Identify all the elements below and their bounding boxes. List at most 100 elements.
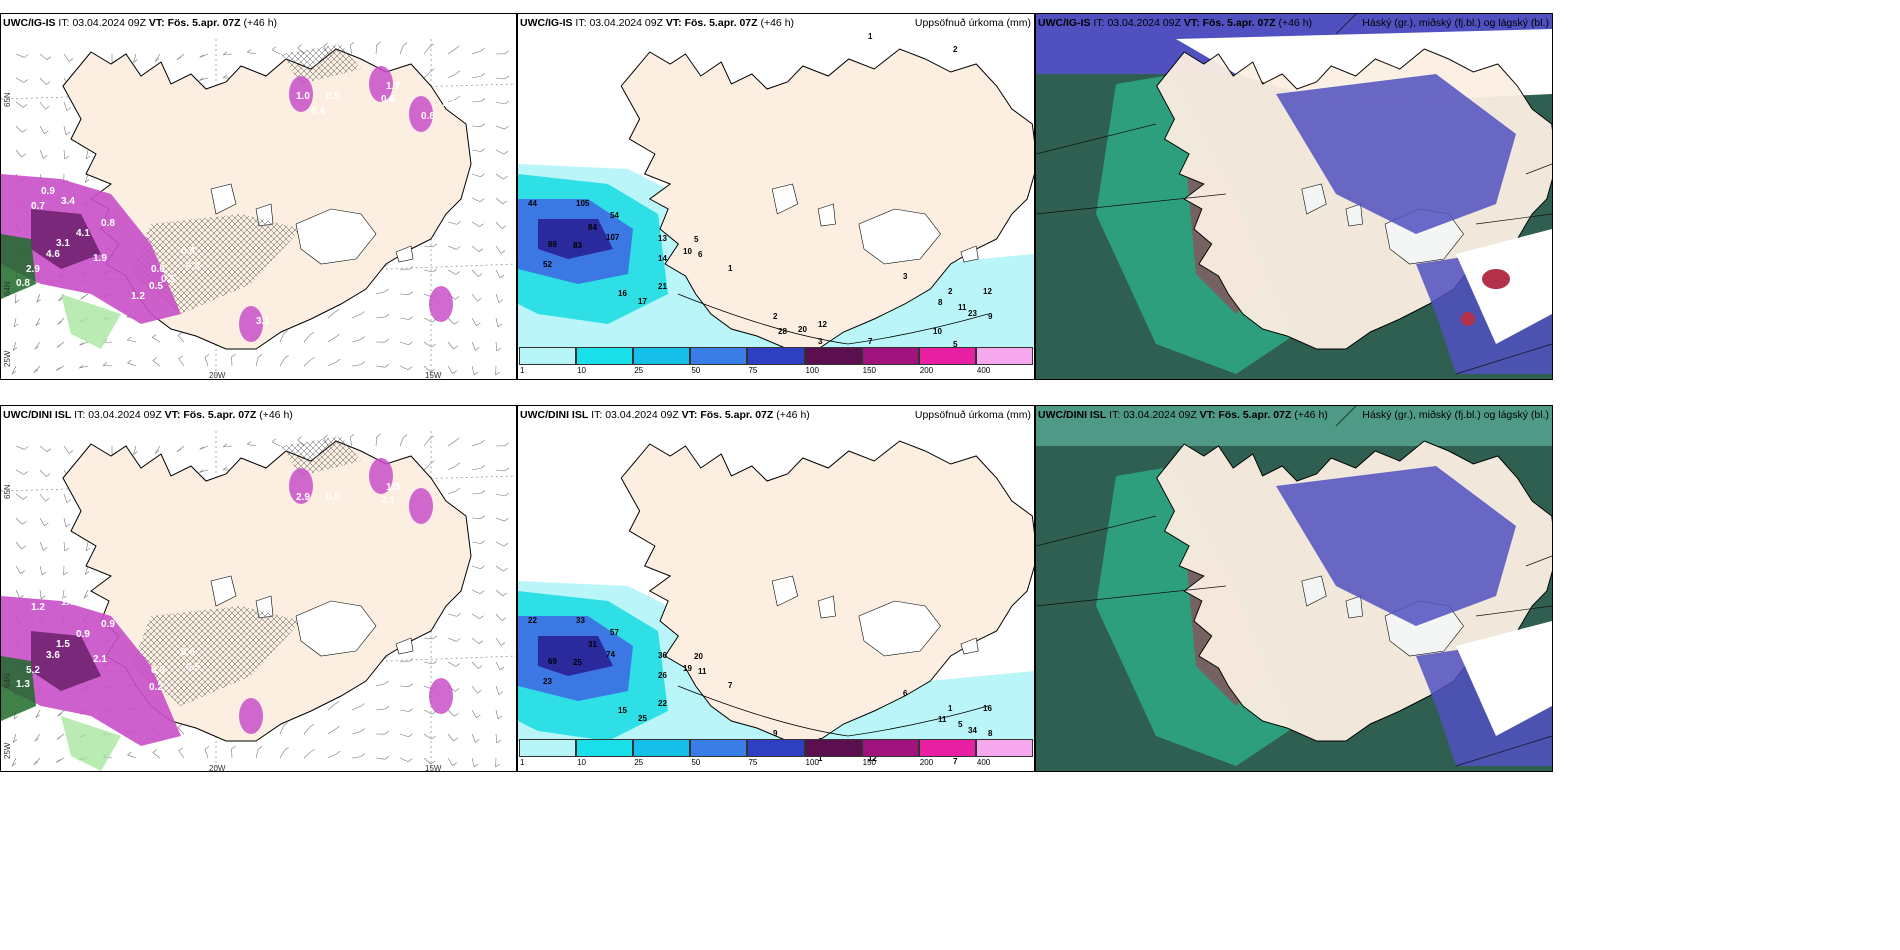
wind-barb-tick xyxy=(453,345,458,350)
wind-barb-tick xyxy=(222,443,228,448)
icing-hatch-area xyxy=(131,214,301,314)
wind-barb xyxy=(495,77,505,80)
wind-barb-tick xyxy=(127,359,132,364)
wind-barb xyxy=(399,45,404,55)
wind-barb xyxy=(327,361,337,367)
wind-barb xyxy=(199,445,209,450)
wind-barb-tick xyxy=(480,148,486,152)
cloud-mid-area xyxy=(1036,406,1552,446)
icing-patch xyxy=(289,468,313,504)
wind-barb-tick xyxy=(430,760,435,765)
wind-barb-tick xyxy=(496,739,501,744)
wind-barb xyxy=(471,125,482,127)
wind-barb-tick xyxy=(480,515,486,519)
wind-barb xyxy=(11,757,17,767)
icing-patch xyxy=(369,66,393,102)
wind-barb-tick xyxy=(503,175,508,180)
cloud-low-area xyxy=(1276,74,1516,234)
glacier-outline xyxy=(210,575,237,607)
panel-precip-igis: UWC/IG-IS IT: 03.04.2024 09Z VT: Fös. 5.… xyxy=(517,13,1035,380)
wind-barb-tick xyxy=(35,322,40,327)
wind-barb-tick xyxy=(43,547,48,551)
wind-barb-tick xyxy=(64,547,69,552)
wind-barb-tick xyxy=(452,762,457,766)
wind-barb xyxy=(423,245,433,248)
glacier-outline xyxy=(295,600,377,657)
icing-value-label: 0.5 xyxy=(186,662,200,673)
wind-barb-tick xyxy=(478,273,483,277)
wind-barb xyxy=(399,341,409,346)
wind-barb xyxy=(471,221,480,228)
wind-barb-tick xyxy=(429,435,434,440)
cloud-red-patch xyxy=(1461,312,1475,326)
wind-barb-tick xyxy=(177,332,182,336)
glacier-outline xyxy=(771,575,799,607)
precip-value-label: 13 xyxy=(658,234,667,243)
glacier-outline xyxy=(771,183,799,215)
wind-barb-tick xyxy=(456,487,461,492)
glacier-outline xyxy=(858,600,941,657)
wind-barb-tick xyxy=(455,437,460,442)
boundary-line xyxy=(1455,735,1552,767)
glacier-outline xyxy=(960,245,979,263)
colorbar-tick-label: 25 xyxy=(634,366,644,375)
wind-barb-tick xyxy=(15,299,20,304)
wind-barb-tick xyxy=(495,371,500,376)
wind-barb-tick xyxy=(384,263,389,268)
wind-barb xyxy=(15,125,23,133)
icing-value-label: 1.2 xyxy=(31,602,45,613)
wind-barb xyxy=(495,613,503,621)
precip-value-label: 12 xyxy=(818,320,827,329)
wind-barb-tick xyxy=(480,123,486,127)
icing-value-label: 3.6 xyxy=(46,650,60,661)
wind-barb-tick xyxy=(455,70,461,75)
wind-barb-tick xyxy=(504,517,509,522)
icing-value-label: 3.4 xyxy=(61,196,75,207)
glacier-outline xyxy=(1345,203,1363,227)
icing-value-label: 1.2 xyxy=(441,98,455,109)
wind-barb xyxy=(471,365,475,375)
wind-barb-tick xyxy=(133,59,138,63)
colorbar-tick-label: 1 xyxy=(520,758,525,767)
boundary-line xyxy=(1335,406,1357,427)
wind-barb-tick xyxy=(297,436,302,440)
precip-value-label: 16 xyxy=(618,289,627,298)
panel-clouds-dini: UWC/DINI ISL IT: 03.04.2024 09Z VT: Fös.… xyxy=(1035,405,1553,772)
wind-barb-tick xyxy=(503,542,509,547)
precip-value-label: 5 xyxy=(958,720,963,729)
wind-barb-tick xyxy=(455,271,460,275)
wind-barb-tick xyxy=(384,313,390,318)
glacier-outline xyxy=(817,203,836,227)
wind-barb-tick xyxy=(408,683,414,687)
wind-barb xyxy=(255,749,259,759)
wind-barb-tick xyxy=(499,666,505,671)
lat-label: 65N xyxy=(3,92,12,107)
wind-barb-tick xyxy=(504,75,510,80)
wind-barb-tick xyxy=(479,590,485,595)
precip-value-label: 2 xyxy=(773,312,778,321)
panel-precip-dini: UWC/DINI ISL IT: 03.04.2024 09Z VT: Fös.… xyxy=(517,405,1035,772)
panel-title: Uppsöfnuð úrkoma (mm) xyxy=(914,409,1031,421)
wind-barb xyxy=(447,269,456,275)
wind-barb-tick xyxy=(335,725,340,730)
wind-barb-tick xyxy=(360,311,365,315)
wind-barb xyxy=(83,589,89,599)
wind-barb xyxy=(423,661,433,665)
wind-barb xyxy=(447,317,455,325)
wind-barb xyxy=(471,493,481,495)
precip-value-label: 31 xyxy=(588,640,597,649)
wind-barb xyxy=(39,445,48,452)
wind-barb-tick xyxy=(478,248,484,252)
wind-barb-tick xyxy=(480,565,485,569)
wind-barb xyxy=(327,336,336,343)
wind-barb-tick xyxy=(204,354,210,358)
icing-value-label: 4.6 xyxy=(46,249,60,260)
wind-barb xyxy=(375,757,385,760)
wind-barb xyxy=(63,53,70,62)
colorbar-tick-label: 150 xyxy=(862,366,877,375)
wind-barb xyxy=(133,53,137,63)
wind-barb-tick xyxy=(432,635,438,640)
precip-value-label: 25 xyxy=(573,658,582,667)
wind-barb xyxy=(495,541,505,547)
